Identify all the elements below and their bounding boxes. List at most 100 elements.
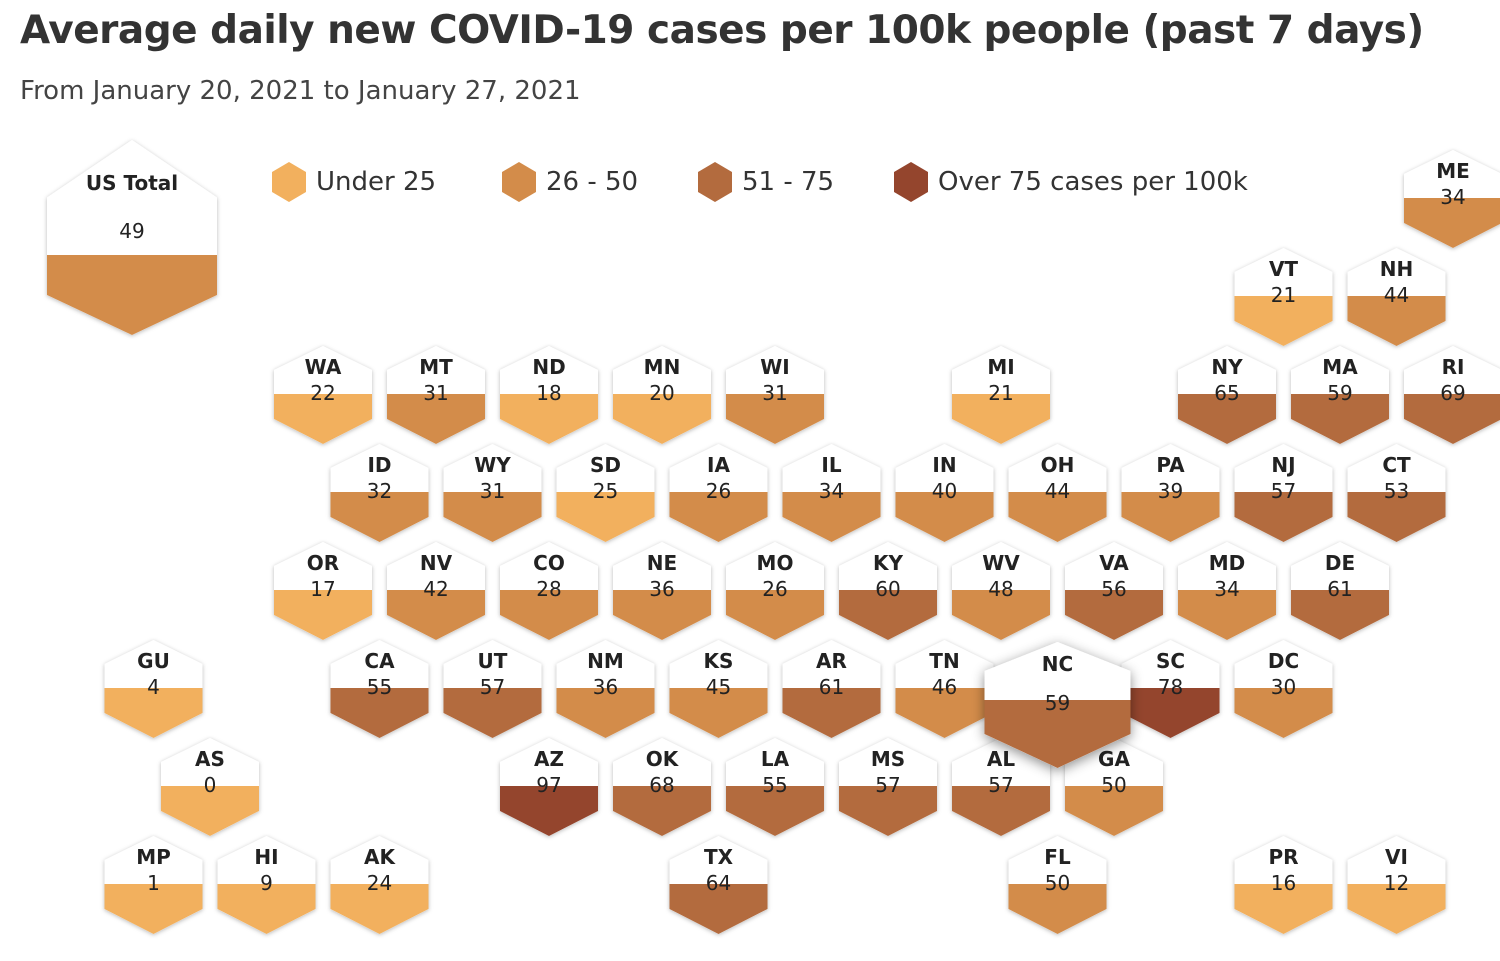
tile-label-wy: WY bbox=[474, 453, 511, 477]
tile-value-oh: 44 bbox=[1045, 479, 1070, 503]
tile-value-tx: 64 bbox=[706, 871, 731, 895]
tile-label-me: ME bbox=[1436, 159, 1470, 183]
hex-fill bbox=[782, 492, 881, 542]
hex-fill bbox=[1234, 492, 1333, 542]
hex-fill bbox=[217, 884, 316, 934]
hex-fill bbox=[1347, 296, 1446, 346]
tile-label-nj: NJ bbox=[1271, 453, 1295, 477]
legend-label-51-75: 51 - 75 bbox=[742, 167, 835, 197]
hex-fill bbox=[613, 786, 711, 836]
tile-label-mn: MN bbox=[644, 355, 681, 379]
tile-label-vt: VT bbox=[1269, 257, 1298, 281]
tile-value-me: 34 bbox=[1440, 185, 1465, 209]
legend-label-26-50: 26 - 50 bbox=[546, 167, 639, 197]
tile-value-ks: 45 bbox=[706, 675, 731, 699]
tile-label-wv: WV bbox=[982, 551, 1020, 575]
tile-label-ga: GA bbox=[1098, 747, 1130, 771]
tile-value-ky: 60 bbox=[875, 577, 900, 601]
tile-label-al: AL bbox=[987, 747, 1015, 771]
tile-value-mp: 1 bbox=[147, 871, 160, 895]
tile-value-sc: 78 bbox=[1158, 675, 1183, 699]
tile-label-ut: UT bbox=[478, 649, 508, 673]
hex-fill bbox=[613, 394, 711, 444]
hex-fill bbox=[1404, 198, 1500, 248]
tile-value-pa: 39 bbox=[1158, 479, 1183, 503]
tile-value-ia: 26 bbox=[706, 479, 731, 503]
tile-value-az: 97 bbox=[536, 773, 561, 797]
tile-value-tn: 46 bbox=[932, 675, 957, 699]
hex-fill bbox=[1178, 394, 1276, 444]
legend-item-over-75: Over 75 cases per 100k bbox=[894, 162, 1248, 202]
tile-value-nd: 18 bbox=[536, 381, 561, 405]
tile-value-wa: 22 bbox=[310, 381, 335, 405]
tile-label-ky: KY bbox=[873, 551, 903, 575]
tile-value-md: 34 bbox=[1214, 577, 1239, 601]
tile-label-pr: PR bbox=[1268, 845, 1298, 869]
hex-fill bbox=[330, 884, 429, 934]
hex-fill bbox=[895, 688, 994, 738]
tile-label-co: CO bbox=[533, 551, 565, 575]
hex-fill bbox=[556, 688, 655, 738]
hex-fill bbox=[1121, 688, 1220, 738]
hex-tile-nc: NC 59 bbox=[984, 642, 1131, 768]
tile-label-oh: OH bbox=[1041, 453, 1075, 477]
tile-label-vi: VI bbox=[1385, 845, 1408, 869]
tile-label-mp: MP bbox=[136, 845, 171, 869]
legend-item-51-75: 51 - 75 bbox=[698, 162, 834, 202]
tile-label-nd: ND bbox=[532, 355, 565, 379]
tile-value-de: 61 bbox=[1327, 577, 1352, 601]
us-total-label: US Total bbox=[86, 171, 178, 195]
tile-label-ne: NE bbox=[647, 551, 677, 575]
hex-fill bbox=[669, 884, 768, 934]
legend-swatch-51-75 bbox=[698, 162, 732, 202]
tile-label-in: IN bbox=[932, 453, 956, 477]
tile-value-va: 56 bbox=[1101, 577, 1126, 601]
tile-value-nh: 44 bbox=[1384, 283, 1409, 307]
tile-value-il: 34 bbox=[819, 479, 844, 503]
tile-value-la: 55 bbox=[762, 773, 787, 797]
tile-value-as: 0 bbox=[204, 773, 217, 797]
hex-fill bbox=[500, 590, 598, 640]
tile-value-pr: 16 bbox=[1271, 871, 1296, 895]
hex-fill bbox=[1291, 394, 1389, 444]
tile-value-ut: 57 bbox=[480, 675, 505, 699]
tile-value-in: 40 bbox=[932, 479, 957, 503]
hex-fill bbox=[47, 255, 217, 335]
tile-label-ca: CA bbox=[364, 649, 395, 673]
tile-value-ma: 59 bbox=[1327, 381, 1352, 405]
tile-value-wi: 31 bbox=[762, 381, 787, 405]
hex-fill bbox=[895, 492, 994, 542]
page-title: Average daily new COVID-19 cases per 100… bbox=[20, 8, 1424, 53]
tile-value-id: 32 bbox=[367, 479, 392, 503]
tile-label-wi: WI bbox=[760, 355, 790, 379]
legend-label-over-75: Over 75 cases per 100k bbox=[938, 167, 1248, 197]
hex-fill bbox=[161, 786, 259, 836]
tile-label-mt: MT bbox=[419, 355, 453, 379]
hex-fill bbox=[839, 786, 937, 836]
tile-label-nm: NM bbox=[587, 649, 624, 673]
hex-tile-hi: HI9 bbox=[217, 836, 316, 934]
tile-value-mn: 20 bbox=[649, 381, 674, 405]
hex-fill bbox=[104, 688, 203, 738]
tile-label-tx: TX bbox=[704, 845, 734, 869]
